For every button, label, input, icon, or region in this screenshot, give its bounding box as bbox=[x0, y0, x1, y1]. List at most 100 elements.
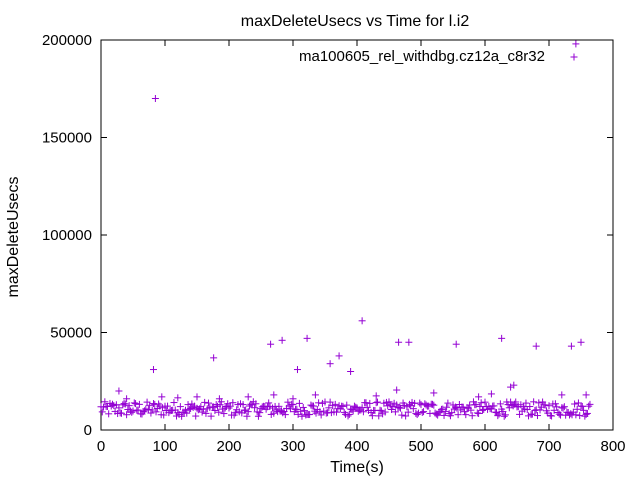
data-point bbox=[368, 412, 376, 420]
data-point bbox=[509, 402, 517, 410]
data-point bbox=[580, 406, 588, 414]
data-point bbox=[251, 404, 259, 412]
y-tick-label: 100000 bbox=[42, 227, 92, 244]
data-point bbox=[395, 338, 403, 346]
data-point bbox=[343, 401, 351, 409]
data-point bbox=[467, 406, 475, 414]
data-point bbox=[160, 411, 168, 419]
data-point bbox=[146, 401, 154, 409]
data-point bbox=[430, 401, 438, 409]
data-point bbox=[331, 400, 339, 408]
data-point bbox=[377, 407, 385, 415]
data-point bbox=[501, 411, 509, 419]
data-point bbox=[472, 401, 480, 409]
data-point bbox=[134, 406, 142, 414]
y-axis-label: maxDeleteUsecs bbox=[5, 177, 22, 298]
data-point bbox=[512, 398, 520, 406]
data-point bbox=[121, 400, 129, 408]
data-point bbox=[572, 40, 580, 48]
data-point bbox=[128, 408, 136, 416]
data-point bbox=[582, 391, 590, 399]
data-point bbox=[265, 399, 273, 407]
data-point bbox=[586, 400, 594, 408]
data-point bbox=[551, 400, 559, 408]
data-point bbox=[495, 410, 503, 418]
data-point bbox=[576, 412, 584, 420]
data-point bbox=[147, 409, 155, 417]
data-point bbox=[468, 412, 476, 420]
data-point bbox=[376, 406, 384, 414]
data-point bbox=[151, 95, 159, 102]
y-axis: 0 50000 100000 150000 200000 bbox=[42, 32, 613, 439]
x-tick-label: 200 bbox=[216, 438, 241, 455]
data-point bbox=[490, 402, 498, 410]
x-tick-label: 700 bbox=[536, 438, 561, 455]
data-point bbox=[530, 398, 538, 406]
data-point bbox=[459, 403, 467, 411]
data-point bbox=[135, 400, 143, 408]
data-point bbox=[170, 399, 178, 407]
data-point bbox=[225, 404, 233, 412]
x-tick-label: 600 bbox=[472, 438, 497, 455]
data-point bbox=[385, 398, 393, 406]
data-point bbox=[178, 412, 186, 420]
data-point bbox=[393, 386, 401, 394]
data-point bbox=[115, 404, 123, 412]
data-point bbox=[317, 411, 325, 419]
data-point bbox=[545, 402, 553, 410]
data-point bbox=[299, 403, 307, 411]
data-point bbox=[462, 411, 470, 419]
data-point bbox=[389, 403, 397, 411]
data-point bbox=[311, 391, 319, 399]
data-point bbox=[363, 403, 371, 411]
data-point bbox=[496, 400, 504, 408]
data-point bbox=[284, 398, 292, 406]
data-point bbox=[130, 399, 138, 407]
data-point bbox=[582, 410, 590, 418]
data-point bbox=[452, 340, 460, 348]
data-point bbox=[293, 405, 301, 413]
data-point bbox=[339, 402, 347, 410]
data-point bbox=[572, 411, 580, 419]
data-point bbox=[577, 338, 585, 346]
data-point bbox=[315, 399, 323, 407]
data-point bbox=[198, 408, 206, 416]
y-tick-label: 200000 bbox=[42, 32, 92, 49]
data-point bbox=[395, 403, 403, 411]
x-axis-label: Time(s) bbox=[330, 459, 384, 476]
data-point bbox=[420, 408, 428, 416]
chart-title: maxDeleteUsecs vs Time for l.i2 bbox=[241, 13, 470, 30]
data-point bbox=[452, 403, 460, 411]
data-point bbox=[528, 410, 536, 418]
data-point bbox=[210, 354, 218, 362]
data-point bbox=[375, 412, 383, 420]
data-point bbox=[252, 400, 260, 408]
data-point bbox=[548, 412, 556, 420]
data-point bbox=[381, 408, 389, 416]
data-point bbox=[149, 366, 157, 374]
data-point bbox=[289, 395, 297, 403]
data-point bbox=[286, 405, 294, 413]
data-point bbox=[414, 409, 422, 417]
data-point bbox=[478, 406, 486, 414]
data-point bbox=[477, 399, 485, 407]
data-point bbox=[244, 408, 252, 416]
data-point bbox=[531, 406, 539, 414]
data-point bbox=[184, 401, 192, 409]
data-point bbox=[148, 406, 156, 414]
data-point bbox=[532, 342, 540, 350]
data-point bbox=[347, 368, 355, 375]
data-point bbox=[583, 409, 591, 417]
data-point bbox=[446, 412, 454, 420]
data-point bbox=[207, 412, 215, 420]
data-point bbox=[555, 410, 563, 418]
data-point bbox=[174, 394, 182, 402]
data-point bbox=[164, 402, 172, 410]
data-point bbox=[312, 409, 320, 417]
x-tick-label: 500 bbox=[408, 438, 433, 455]
data-point bbox=[409, 405, 417, 413]
legend-entry-label: ma100605_rel_withdbg.cz12a_c8r32 bbox=[299, 48, 545, 65]
data-point bbox=[278, 336, 286, 344]
data-point bbox=[373, 398, 381, 406]
